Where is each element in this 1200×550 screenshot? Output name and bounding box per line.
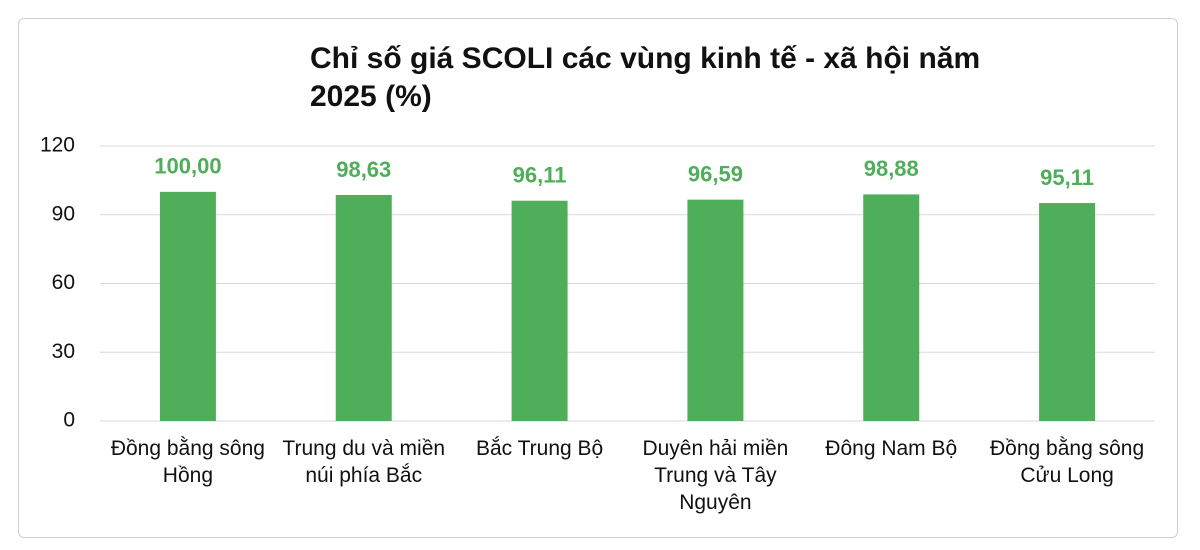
y-tick-label: 60 (52, 271, 75, 294)
bar (863, 194, 920, 421)
chart-frame (18, 18, 1178, 538)
bar (511, 200, 568, 421)
chart-title: Chỉ số giá SCOLI các vùng kinh tế - xã h… (310, 42, 981, 113)
bar (687, 199, 744, 421)
x-tick-label: Duyên hải miền Trung và Tây Nguyên (642, 437, 789, 514)
value-label: 95,11 (1040, 165, 1094, 190)
value-label: 96,59 (688, 161, 743, 186)
value-label: 98,88 (864, 156, 919, 181)
bar (159, 191, 216, 421)
value-label: 100,00 (154, 154, 221, 179)
x-tick-label: Bắc Trung Bộ (475, 437, 604, 460)
y-tick-label: 120 (40, 134, 75, 157)
x-tick-label: Đồng bằng sông Hồng (110, 437, 265, 487)
x-tick-label: Đông Nam Bộ (825, 437, 958, 460)
y-tick-label: 90 (52, 202, 75, 225)
value-label: 96,11 (513, 163, 567, 188)
bar (1039, 203, 1096, 421)
x-tick-label: Đồng bằng sông Cửu Long (990, 437, 1145, 487)
value-label: 98,63 (336, 157, 391, 182)
y-tick-label: 0 (63, 409, 75, 432)
x-tick-label: Trung du và miền núi phía Bắc (282, 437, 446, 487)
y-tick-label: 30 (52, 340, 75, 363)
bar (335, 194, 392, 421)
